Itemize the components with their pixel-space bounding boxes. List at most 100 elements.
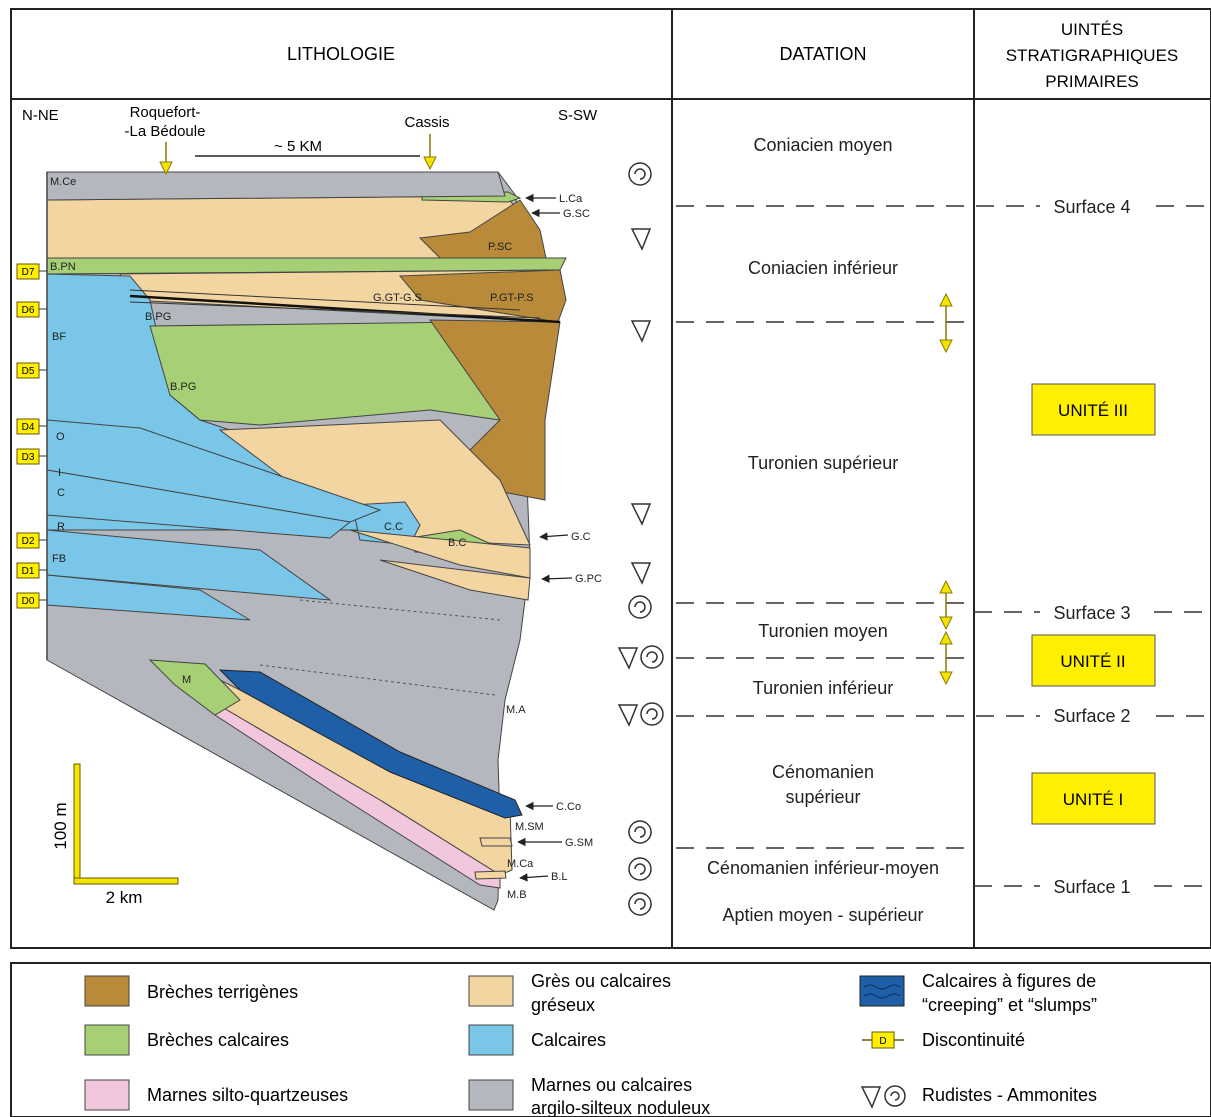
unit-1-box [1031, 772, 1156, 825]
svg-text:D6: D6 [22, 305, 35, 316]
label-mce: M.Ce [50, 176, 76, 188]
label-ma: M.A [506, 704, 526, 716]
label-msm: M.SM [515, 821, 544, 833]
main-table-frame [10, 8, 1211, 949]
rudist-icon [630, 320, 652, 343]
ammonite-icon [628, 595, 652, 619]
svg-text:D1: D1 [22, 566, 35, 577]
legend-swatch-breches-terrigenes [84, 975, 130, 1007]
unit-2-label: UNITÉ II [1060, 652, 1125, 671]
legend-swatch-breches-calcaires [84, 1024, 130, 1056]
legend-swatch-gres [468, 975, 514, 1007]
ammonite-icon [640, 702, 664, 726]
label-bpg-2: B.PG [170, 381, 196, 393]
discontinuity-d7: D7 [16, 263, 47, 280]
rudist-icon [630, 562, 652, 585]
ammonite-icon [628, 892, 652, 916]
label-gsm: G.SM [565, 837, 593, 849]
label-cc: C.C [384, 521, 403, 533]
svg-text:D: D [879, 1036, 886, 1047]
discontinuity-d2: D2 [16, 532, 47, 549]
legend-marnes-calc-2: argilo-silteux noduleux [531, 1098, 710, 1117]
stage-coniacien-moyen: Coniacien moyen [753, 135, 892, 155]
discontinuity-d1: D1 [16, 562, 47, 579]
legend-discontinuity-symbol: D [862, 1031, 904, 1049]
header-unites-line1: UINTÉS [1061, 20, 1123, 39]
label-bf: BF [52, 331, 66, 343]
label-cco: C.Co [556, 801, 581, 813]
legend-gres-2: gréseux [531, 995, 595, 1015]
header-unites-line3: PRIMAIRES [1045, 72, 1139, 91]
stage-turonien-moyen: Turonien moyen [758, 621, 887, 641]
legend: Brèches terrigènes Brèches calcaires Mar… [10, 962, 1211, 1117]
legend-breches-calcaires: Brèches calcaires [147, 1030, 289, 1050]
layer-gres-gpc [379, 559, 531, 601]
label-pgt-ps: P.GT-P.S [490, 292, 534, 304]
rudist-icon [617, 647, 639, 670]
discontinuity-d3: D3 [16, 448, 47, 465]
stage-turonien-inferieur: Turonien inférieur [753, 678, 893, 698]
surface-2: Surface 2 [1053, 706, 1130, 726]
unit-1-label: UNITÉ I [1063, 790, 1123, 809]
svg-text:D3: D3 [22, 452, 35, 463]
label-mb: M.B [507, 889, 527, 901]
legend-discontinuite: Discontinuité [922, 1030, 1025, 1050]
stage-cenomanien-sup-2: supérieur [785, 787, 860, 807]
label-lca: L.Ca [559, 193, 583, 205]
label-fb: FB [52, 553, 66, 565]
location-roquefort-1: Roquefort- [130, 104, 201, 121]
legend-creeping-1: Calcaires à figures de [922, 971, 1096, 991]
location-cassis: Cassis [404, 114, 449, 131]
layer-bl [474, 870, 507, 880]
layer-m-green [148, 659, 241, 716]
svg-text:D4: D4 [22, 422, 35, 433]
legend-marnes-silto: Marnes silto-quartzeuses [147, 1085, 348, 1105]
label-m: M [182, 674, 191, 686]
discontinuity-d5: D5 [16, 362, 47, 379]
stage-aptien: Aptien moyen - supérieur [722, 905, 923, 925]
ammonite-icon [628, 857, 652, 881]
svg-text:D7: D7 [22, 267, 35, 278]
ammonite-icon [640, 645, 664, 669]
unit-boxes: UNITÉ III UNITÉ II UNITÉ I [1031, 383, 1156, 825]
header-datation: DATATION [780, 44, 867, 64]
stage-coniacien-inferieur: Coniacien inférieur [748, 258, 898, 278]
discontinuity-d6: D6 [16, 301, 47, 318]
label-psc: P.SC [488, 241, 512, 253]
layer-creeping [218, 669, 523, 819]
direction-left: N-NE [22, 107, 59, 124]
label-o: O [56, 431, 65, 443]
svg-text:D5: D5 [22, 366, 35, 377]
label-gpc: G.PC [575, 573, 602, 585]
legend-swatch-marnes-calc [468, 1079, 514, 1111]
legend-swatch-marnes-silto [84, 1079, 130, 1111]
legend-calcaires: Calcaires [531, 1030, 606, 1050]
label-gsc: G.SC [563, 208, 590, 220]
unit-3-label: UNITÉ III [1058, 401, 1128, 420]
label-c: C [57, 487, 65, 499]
rudist-icon [617, 704, 639, 727]
layer-pgt-ps [398, 269, 567, 323]
legend-ammonite-icon [884, 1085, 906, 1107]
scale-vertical-label: 100 m [51, 802, 70, 849]
legend-breches-terrigenes: Brèches terrigènes [147, 982, 298, 1002]
label-bl: B.L [551, 871, 568, 883]
legend-swatch-calcaires [468, 1024, 514, 1056]
legend-marnes-calc-1: Marnes ou calcaires [531, 1075, 692, 1095]
location-roquefort-2: -La Bédoule [125, 123, 206, 140]
dashed-boundaries [676, 205, 1211, 887]
label-r: R [57, 521, 65, 533]
location-arrow-cassis [423, 134, 437, 171]
label-bpg-1: B.PG [145, 311, 171, 323]
ammonite-icon [628, 820, 652, 844]
legend-rudist-icon [860, 1086, 882, 1109]
svg-text:D0: D0 [22, 596, 35, 607]
discontinuity-markers: D7 D6 D5 D4 D3 D2 D1 D0 [16, 263, 47, 609]
stage-turonien-superieur: Turonien supérieur [748, 453, 898, 473]
layer-mce [46, 171, 506, 201]
layer-gsm [479, 837, 513, 847]
svg-text:D2: D2 [22, 536, 35, 547]
uncertainty-arrows [939, 292, 953, 686]
discontinuity-d0: D0 [16, 592, 47, 609]
label-gc: G.C [571, 531, 591, 543]
